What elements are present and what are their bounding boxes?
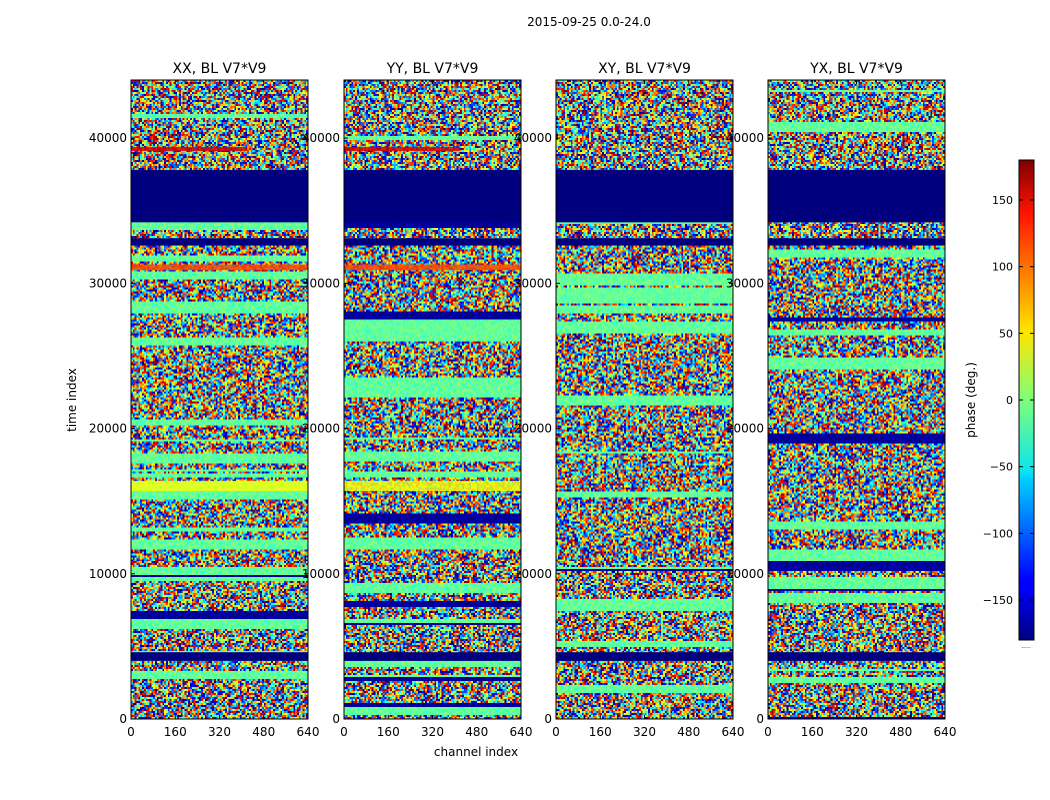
panel-yy: YY, BL V7*V9 0 160 320 480 640 0 10000 20000 3000… — [302, 61, 533, 739]
panels: XX, BL V7*V9 0 160 320 480 640 0 10000 20000 3000… — [89, 61, 957, 739]
colorbar-tick-label: 0 — [1006, 394, 1013, 407]
x-tick-label: 640 — [722, 725, 745, 739]
x-tick-label: 0 — [552, 725, 560, 739]
x-tick-label: 320 — [633, 725, 656, 739]
y-axis-label: time index — [65, 368, 79, 432]
x-tick-label: 640 — [934, 725, 957, 739]
y-tick-label: 0 — [332, 712, 340, 726]
x-tick-label: 0 — [127, 725, 135, 739]
flagged-band — [344, 238, 521, 246]
panel-xx: XX, BL V7*V9 0 160 320 480 640 0 10000 20000 3000… — [89, 61, 320, 739]
panel-title: YY, BL V7*V9 — [386, 61, 479, 77]
panel-yx: YX, BL V7*V9 0 160 320 480 640 0 10000 20000 3000… — [726, 61, 957, 739]
flagged-band — [768, 238, 945, 246]
panel-title: YX, BL V7*V9 — [809, 61, 903, 77]
y-tick-label: 20000 — [302, 422, 340, 436]
panel-xy: XY, BL V7*V9 0 160 320 480 640 0 10000 20000 3000… — [514, 61, 745, 739]
colorbar-ticks: 150 100 50 0 −50 −100 −150 — [983, 194, 1034, 607]
x-tick-label: 160 — [801, 725, 824, 739]
panel-title: XY, BL V7*V9 — [598, 61, 691, 77]
flagged-band — [556, 652, 733, 661]
y-tick-label: 40000 — [89, 131, 127, 145]
x-tick-label: 480 — [252, 725, 275, 739]
y-tick-label: 10000 — [514, 567, 552, 581]
y-tick-label: 30000 — [514, 276, 552, 290]
x-tick-label: 160 — [377, 725, 400, 739]
y-tick-label: 0 — [119, 712, 127, 726]
y-tick-label: 30000 — [726, 276, 764, 290]
x-tick-label: 320 — [845, 725, 868, 739]
panel-title: XX, BL V7*V9 — [173, 61, 267, 77]
x-tick-label: 0 — [340, 725, 348, 739]
y-tick-label: 30000 — [89, 276, 127, 290]
colorbar-tick-label: 150 — [992, 194, 1013, 207]
phase-band — [131, 146, 248, 152]
figure-suptitle: 2015-09-25 0.0-24.0 — [527, 15, 651, 29]
flagged-band — [131, 238, 308, 246]
colorbar-extra-label: ..... — [1021, 643, 1031, 650]
y-tick-label: 10000 — [302, 567, 340, 581]
x-tick-label: 480 — [889, 725, 912, 739]
flagged-band — [556, 238, 733, 246]
x-tick-label: 160 — [164, 725, 187, 739]
x-tick-label: 160 — [589, 725, 612, 739]
y-tick-label: 40000 — [514, 131, 552, 145]
y-tick-label: 10000 — [726, 567, 764, 581]
phase-band — [344, 146, 461, 152]
x-tick-label: 320 — [421, 725, 444, 739]
flagged-band — [768, 652, 945, 661]
flagged-band — [556, 170, 733, 223]
colorbar: 150 100 50 0 −50 −100 −150 phase (deg.) ..... — [964, 159, 1035, 650]
y-tick-label: 30000 — [302, 276, 340, 290]
colorbar-tick-label: 100 — [992, 261, 1013, 274]
flagged-band — [131, 652, 308, 661]
flagged-band — [344, 170, 521, 223]
y-tick-label: 20000 — [89, 422, 127, 436]
y-tick-label: 40000 — [726, 131, 764, 145]
y-tick-label: 20000 — [514, 422, 552, 436]
x-axis-label: channel index — [434, 745, 518, 759]
flagged-band — [344, 652, 521, 661]
y-tick-label: 0 — [544, 712, 552, 726]
flagged-band — [768, 170, 945, 223]
y-tick-label: 10000 — [89, 567, 127, 581]
x-tick-label: 320 — [208, 725, 231, 739]
flagged-band — [131, 170, 308, 223]
colorbar-tick-label: 50 — [999, 327, 1013, 340]
colorbar-tick-label: −100 — [983, 527, 1013, 540]
y-tick-label: 20000 — [726, 422, 764, 436]
phase-band — [131, 264, 308, 271]
phase-band — [131, 480, 308, 491]
colorbar-label: phase (deg.) — [964, 362, 978, 438]
colorbar-tick-label: −50 — [990, 461, 1013, 474]
x-tick-label: 640 — [297, 725, 320, 739]
x-tick-label: 480 — [677, 725, 700, 739]
x-tick-label: 480 — [465, 725, 488, 739]
colorbar-tick-label: −150 — [983, 594, 1013, 607]
y-tick-label: 0 — [756, 712, 764, 726]
x-tick-label: 0 — [764, 725, 772, 739]
x-tick-label: 640 — [510, 725, 533, 739]
phase-band — [344, 264, 521, 271]
y-tick-label: 40000 — [302, 131, 340, 145]
phase-band — [344, 480, 521, 491]
